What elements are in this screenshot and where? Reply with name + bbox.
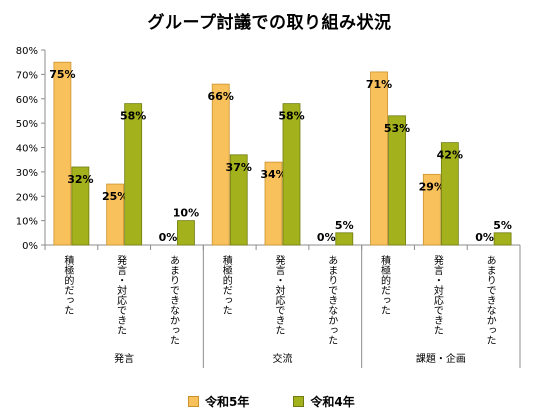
group-label: 課題・企画 (416, 352, 466, 365)
bar-reiwa4 (388, 115, 406, 246)
data-label-reiwa4: 5% (335, 219, 354, 232)
bar-reiwa5 (211, 83, 230, 246)
bar-reiwa5 (370, 71, 388, 246)
bar-reiwa4 (282, 103, 301, 246)
y-tick-label: 0% (22, 241, 38, 252)
bar-reiwa4 (124, 103, 143, 246)
legend: 令和5年 令和4年 (188, 393, 399, 410)
data-label-reiwa5: 75% (49, 68, 75, 81)
data-label-reiwa4: 5% (493, 219, 512, 232)
data-label-reiwa4: 53% (384, 122, 410, 135)
legend-item-reiwa4: 令和4年 (293, 393, 355, 410)
y-tick-label: 10% (16, 217, 38, 228)
data-label-reiwa5: 71% (366, 78, 392, 91)
legend-item-reiwa5: 令和5年 (188, 393, 249, 410)
y-tick-label: 70% (16, 70, 38, 81)
data-label-reiwa5: 25% (102, 190, 128, 203)
data-label-reiwa4: 58% (278, 110, 304, 123)
y-tick-label: 80% (16, 46, 38, 57)
category-label: あまりできなかった (167, 255, 179, 345)
bar-reiwa5 (264, 161, 283, 246)
bar-reiwa4 (493, 232, 512, 246)
legend-label-reiwa5: 令和5年 (205, 395, 250, 409)
bar-reiwa4 (229, 154, 248, 246)
bar-reiwa5 (53, 61, 72, 246)
group-label: 交流 (273, 352, 293, 365)
data-label-reiwa5: 0% (317, 231, 336, 244)
category-label: 積極的だった (379, 254, 391, 315)
category-label: 発言・対応できた (273, 254, 285, 335)
data-label-reiwa4: 37% (226, 161, 252, 174)
legend-label-reiwa4: 令和4年 (310, 395, 355, 409)
bar-reiwa5 (106, 183, 125, 246)
bar-reiwa5 (422, 173, 441, 246)
chart-title: グループ討議での取り組み状況 (147, 13, 392, 33)
data-label-reiwa4: 42% (437, 149, 463, 162)
data-label-reiwa5: 0% (159, 231, 178, 244)
group-label: 発言 (114, 352, 134, 365)
category-label: 発言・対応できた (115, 254, 127, 335)
bar-reiwa4 (177, 220, 195, 246)
y-tick-label: 30% (16, 168, 38, 179)
data-label-reiwa4: 58% (120, 110, 146, 123)
data-label-reiwa5: 66% (208, 90, 234, 103)
data-label-reiwa4: 32% (67, 173, 93, 186)
data-label-reiwa5: 0% (475, 231, 494, 244)
category-label: 積極的だった (62, 254, 74, 315)
y-tick-label: 50% (16, 119, 38, 130)
category-label: 発言・対応できた (431, 254, 443, 335)
y-tick-label: 40% (16, 144, 38, 155)
data-label-reiwa4: 10% (173, 207, 199, 220)
bar-reiwa4 (71, 166, 90, 246)
category-label: 積極的だった (220, 254, 232, 315)
legend-swatch-reiwa5 (188, 396, 199, 407)
bar-reiwa4 (440, 142, 459, 246)
y-tick-label: 60% (16, 95, 38, 106)
y-tick-label: 20% (16, 192, 38, 203)
data-label-reiwa5: 29% (419, 180, 445, 193)
data-label-reiwa5: 34% (260, 168, 286, 181)
bar-chart: 0% 10% 20% 30% 40% 50% 60% 70% 80% 発言 交流 課題・企画 積極的だっ… (16, 46, 521, 368)
category-label: あまりできなかった (484, 255, 496, 345)
legend-swatch-reiwa4 (293, 396, 305, 407)
category-label: あまりできなかった (326, 255, 338, 345)
bar-reiwa4 (335, 232, 354, 246)
